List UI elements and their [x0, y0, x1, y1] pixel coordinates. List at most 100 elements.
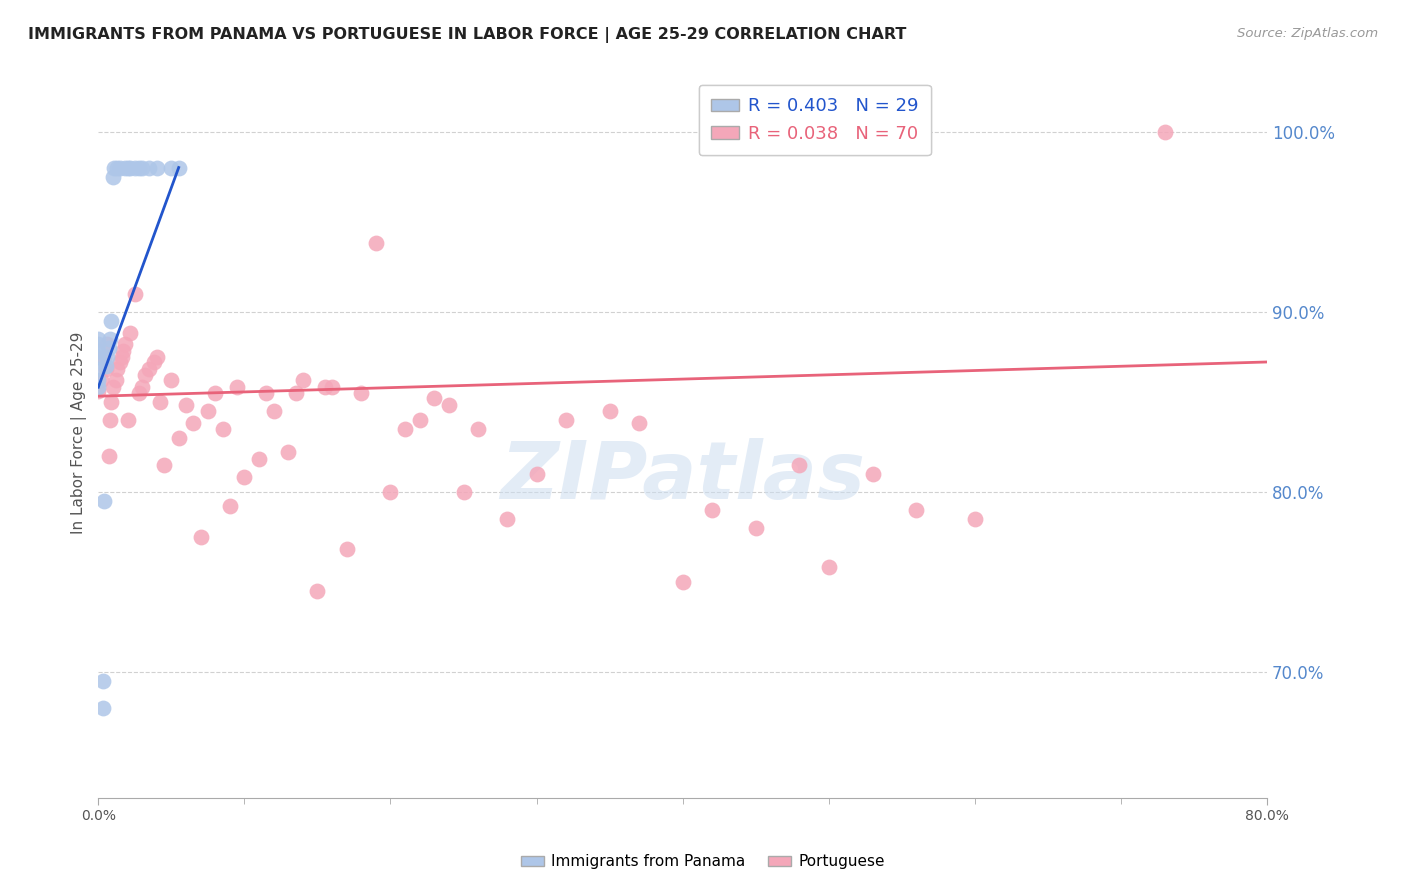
- Text: Source: ZipAtlas.com: Source: ZipAtlas.com: [1237, 27, 1378, 40]
- Point: [87, 350, 110, 364]
- Text: IMMIGRANTS FROM PANAMA VS PORTUGUESE IN LABOR FORCE | AGE 25-29 CORRELATION CHAR: IMMIGRANTS FROM PANAMA VS PORTUGUESE IN …: [28, 27, 907, 43]
- Point: [149, 394, 172, 409]
- Point: [1153, 124, 1175, 138]
- Point: [277, 445, 299, 459]
- Point: [103, 161, 125, 175]
- Point: [87, 373, 110, 387]
- Point: [174, 398, 197, 412]
- Point: [87, 337, 110, 351]
- Point: [87, 332, 110, 346]
- Legend: Immigrants from Panama, Portuguese: Immigrants from Panama, Portuguese: [515, 848, 891, 875]
- Point: [167, 161, 190, 175]
- Point: [100, 313, 122, 327]
- Point: [128, 161, 150, 175]
- Point: [124, 286, 146, 301]
- Point: [291, 373, 314, 387]
- Point: [101, 169, 124, 184]
- Point: [96, 337, 118, 351]
- Point: [98, 332, 121, 346]
- Point: [218, 499, 240, 513]
- Point: [307, 583, 329, 598]
- Point: [101, 380, 124, 394]
- Point: [453, 484, 475, 499]
- Point: [254, 385, 277, 400]
- Point: [105, 362, 128, 376]
- Point: [146, 161, 169, 175]
- Point: [817, 560, 839, 574]
- Point: [496, 511, 519, 525]
- Point: [131, 161, 153, 175]
- Point: [314, 380, 336, 394]
- Point: [114, 337, 136, 351]
- Point: [284, 385, 307, 400]
- Point: [142, 355, 165, 369]
- Point: [554, 412, 576, 426]
- Point: [120, 326, 142, 341]
- Point: [128, 385, 150, 400]
- Point: [862, 467, 884, 481]
- Point: [90, 373, 112, 387]
- Point: [93, 493, 115, 508]
- Point: [336, 542, 359, 557]
- Point: [599, 403, 621, 417]
- Point: [247, 452, 270, 467]
- Point: [789, 458, 811, 472]
- Point: [394, 421, 416, 435]
- Point: [87, 362, 110, 376]
- Point: [744, 520, 766, 534]
- Point: [321, 380, 343, 394]
- Point: [87, 344, 110, 359]
- Point: [97, 449, 120, 463]
- Point: [350, 385, 373, 400]
- Point: [963, 511, 986, 525]
- Point: [110, 355, 132, 369]
- Point: [94, 362, 117, 376]
- Point: [131, 380, 153, 394]
- Point: [197, 403, 219, 417]
- Point: [138, 362, 160, 376]
- Legend: R = 0.403   N = 29, R = 0.038   N = 70: R = 0.403 N = 29, R = 0.038 N = 70: [699, 85, 931, 155]
- Point: [97, 341, 120, 355]
- Point: [905, 502, 928, 516]
- Point: [181, 416, 204, 430]
- Point: [409, 412, 432, 426]
- Point: [467, 421, 489, 435]
- Point: [100, 394, 122, 409]
- Point: [91, 700, 114, 714]
- Point: [98, 412, 121, 426]
- Point: [91, 673, 114, 688]
- Point: [87, 384, 110, 398]
- Point: [160, 161, 183, 175]
- Y-axis label: In Labor Force | Age 25-29: In Labor Force | Age 25-29: [72, 332, 87, 534]
- Point: [87, 380, 110, 394]
- Point: [167, 431, 190, 445]
- Text: ZIPatlas: ZIPatlas: [501, 438, 865, 516]
- Point: [672, 574, 695, 589]
- Point: [233, 470, 256, 484]
- Point: [93, 350, 115, 364]
- Point: [117, 161, 139, 175]
- Point: [380, 484, 402, 499]
- Point: [112, 344, 135, 359]
- Point: [110, 161, 132, 175]
- Point: [364, 236, 387, 251]
- Point: [437, 398, 460, 412]
- Point: [526, 467, 548, 481]
- Point: [211, 421, 233, 435]
- Point: [114, 161, 136, 175]
- Point: [124, 161, 146, 175]
- Point: [138, 161, 160, 175]
- Point: [111, 350, 134, 364]
- Point: [627, 416, 650, 430]
- Point: [105, 161, 128, 175]
- Point: [104, 373, 127, 387]
- Point: [160, 373, 183, 387]
- Point: [117, 412, 139, 426]
- Point: [700, 502, 723, 516]
- Point: [190, 530, 212, 544]
- Point: [226, 380, 249, 394]
- Point: [134, 368, 156, 382]
- Point: [204, 385, 226, 400]
- Point: [146, 350, 169, 364]
- Point: [94, 359, 117, 373]
